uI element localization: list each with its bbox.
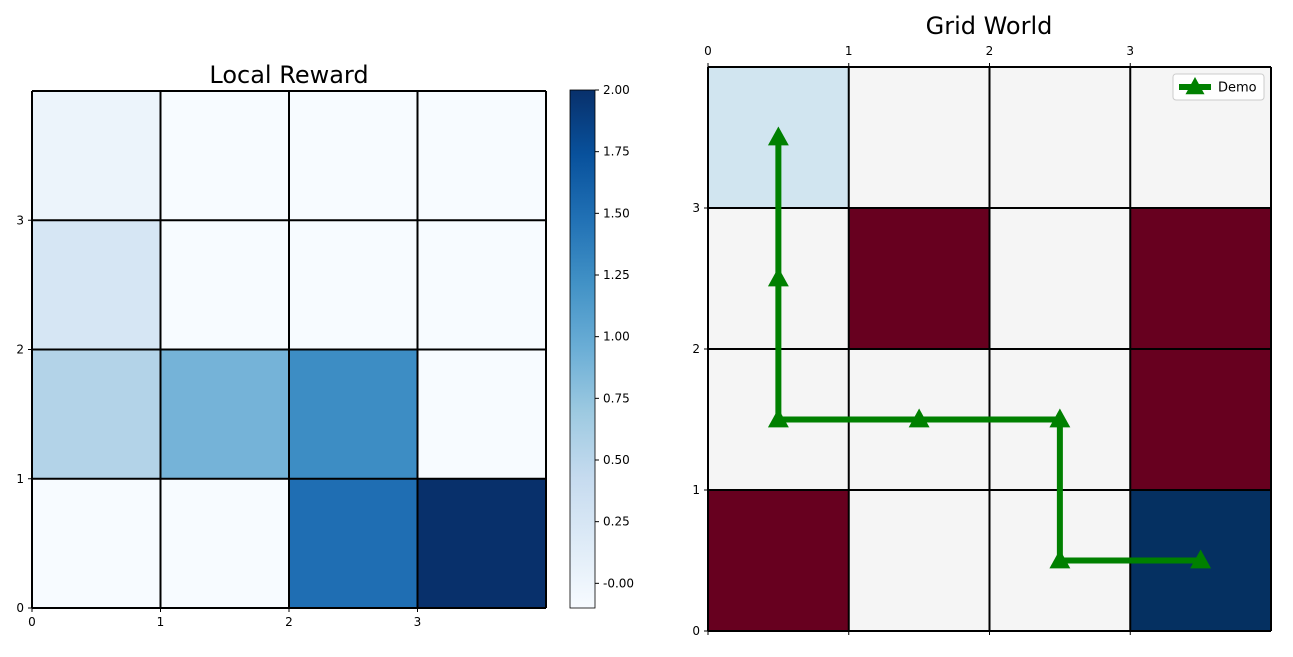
- world-y-tick-label: 1: [692, 483, 700, 497]
- colorbar-tick-label: 0.50: [603, 453, 630, 467]
- world-x-tick-label: 0: [704, 44, 712, 58]
- reward-cell-r1-c2: [289, 220, 418, 350]
- colorbar-tick-label: 1.75: [603, 145, 630, 159]
- world-x-tick-label: 2: [986, 44, 994, 58]
- colorbar-ticks: -0.00 0.25 0.50 0.75 1.00 1.25 1.50 1.75 2.00: [595, 83, 634, 590]
- reward-cell-r1-c3: [417, 220, 546, 350]
- world-y-tick-label: 2: [692, 342, 700, 356]
- demo-point-marker: [767, 267, 789, 287]
- empty-cell-r0-c2: [989, 67, 1131, 208]
- colorbar-tick-label: 1.50: [603, 206, 630, 220]
- reward-cell-r3-c1: [160, 478, 289, 608]
- reward-y-tick-label: 0: [16, 601, 24, 615]
- reward-cell-r1-c0: [32, 220, 161, 350]
- reward-cell-r3-c0: [32, 478, 161, 608]
- world-y-tick-label: 3: [692, 201, 700, 215]
- obstacle-cell-r1-c1: [848, 208, 990, 349]
- colorbar-tick-label: 2.00: [603, 83, 630, 97]
- demo-point-marker: [1049, 549, 1071, 569]
- colorbar: -0.00 0.25 0.50 0.75 1.00 1.25 1.50 1.75 2.00: [569, 83, 634, 609]
- local-reward-cells: [32, 91, 546, 608]
- demo-point-marker: [1049, 408, 1071, 428]
- demo-point-marker: [767, 126, 789, 146]
- colorbar-gradient: [569, 89, 596, 609]
- reward-x-tick-label: 2: [285, 615, 293, 629]
- demo-series: [767, 126, 1212, 569]
- obstacle-cell-r1-c3: [1130, 208, 1271, 349]
- local-reward-ticks: 0 1 2 3 0 1 2 3: [16, 213, 421, 629]
- reward-cell-r1-c1: [160, 220, 289, 350]
- world-y-tick-label: 0: [692, 624, 700, 638]
- reward-y-tick-label: 2: [16, 343, 24, 357]
- empty-cell-r1-c2: [989, 208, 1131, 349]
- reward-cell-r2-c2: [289, 349, 418, 479]
- empty-cell-r3-c1: [848, 490, 990, 631]
- colorbar-tick-label: 1.25: [603, 268, 630, 282]
- colorbar-tick-label: 0.75: [603, 391, 630, 405]
- grid-world-chart: Grid World 0 1 2 3 0 1 2 3 Demo: [692, 12, 1272, 638]
- demo-point-marker: [767, 408, 789, 428]
- grid-world-gridlines: [707, 66, 1272, 632]
- reward-cell-r3-c3: [417, 478, 546, 608]
- reward-cell-r0-c0: [32, 91, 161, 221]
- world-x-tick-label: 3: [1126, 44, 1134, 58]
- reward-cell-r3-c2: [289, 478, 418, 608]
- empty-cell-r0-c1: [848, 67, 990, 208]
- colorbar-tick-label: 0.25: [603, 515, 630, 529]
- reward-cell-r2-c3: [417, 349, 546, 479]
- obstacle-cell-r2-c3: [1130, 349, 1271, 490]
- colorbar-tick-label: 1.00: [603, 330, 630, 344]
- demo-point-marker: [908, 408, 930, 428]
- legend: Demo: [1172, 73, 1265, 101]
- demo-point-marker: [1190, 549, 1212, 569]
- world-x-tick-label: 1: [845, 44, 853, 58]
- reward-x-tick-label: 1: [157, 615, 165, 629]
- reward-cell-r2-c0: [32, 349, 161, 479]
- colorbar-tick-label: -0.00: [603, 576, 634, 590]
- reward-y-tick-label: 3: [16, 213, 24, 227]
- reward-cell-r0-c2: [289, 91, 418, 221]
- reward-cell-r0-c1: [160, 91, 289, 221]
- reward-x-tick-label: 0: [28, 615, 36, 629]
- obstacle-cell-r3-c0: [708, 490, 849, 631]
- reward-y-tick-label: 1: [16, 472, 24, 486]
- local-reward-chart: Local Reward 0 1 2 3 0 1 2 3: [16, 61, 547, 629]
- grid-world-ticks: 0 1 2 3 0 1 2 3: [692, 44, 1134, 638]
- local-reward-title: Local Reward: [209, 61, 368, 89]
- legend-label: Demo: [1218, 81, 1257, 96]
- reward-x-tick-label: 3: [414, 615, 422, 629]
- grid-world-title: Grid World: [926, 12, 1053, 40]
- reward-cell-r2-c1: [160, 349, 289, 479]
- reward-cell-r0-c3: [417, 91, 546, 221]
- legend-marker-swatch: [1185, 77, 1205, 95]
